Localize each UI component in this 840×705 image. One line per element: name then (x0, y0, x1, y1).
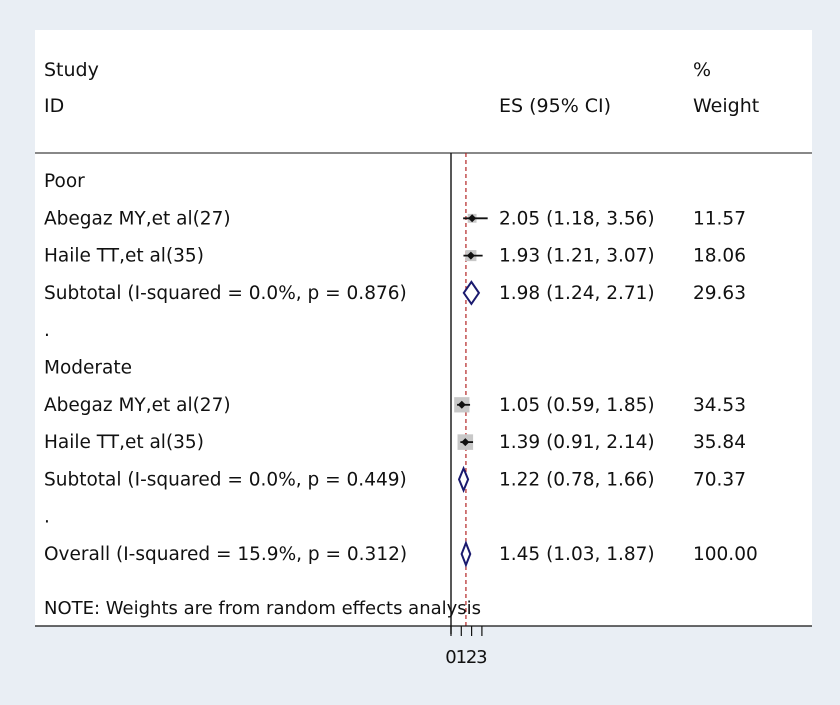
forest-row-study: Abegaz MY,et al(27) 1.05 (0.59, 1.85) 34.5… (44, 395, 746, 416)
forest-row-subtotal: Subtotal (I-squared = 0.0%, p = 0.876) 1.… (44, 280, 746, 306)
pooled-diamond (460, 540, 472, 568)
weight-text: 11.57 (693, 208, 746, 229)
weight-text: 29.63 (693, 283, 746, 304)
row-label: . (44, 507, 50, 528)
es-ci-text: 1.39 (0.91, 2.14) (499, 432, 655, 453)
row-label: Moderate (44, 358, 132, 379)
row-label: . (44, 320, 50, 341)
es-ci-text: 1.22 (0.78, 1.66) (499, 469, 655, 490)
row-label: Abegaz MY,et al(27) (44, 395, 231, 416)
header-weight-pct: % (693, 59, 711, 81)
x-tick-label: 2 (466, 647, 477, 668)
point-estimate-marker (466, 251, 475, 260)
forest-row-subtotal: Subtotal (I-squared = 0.0%, p = 0.449) 1.… (44, 465, 746, 494)
header-weight: Weight (693, 95, 759, 117)
es-ci-text: 1.98 (1.24, 2.71) (499, 283, 655, 304)
weight-text: 18.06 (693, 246, 746, 267)
x-tick-label: 0 (445, 647, 456, 668)
x-tick-label: 3 (476, 647, 487, 668)
row-label: Haile TT,et al(35) (44, 432, 204, 453)
row-label: Haile TT,et al(35) (44, 246, 204, 267)
forest-row-group: Poor (44, 171, 85, 192)
row-label: Subtotal (I-squared = 0.0%, p = 0.449) (44, 469, 407, 490)
weight-text: 35.84 (693, 432, 746, 453)
forest-row-overall: Overall (I-squared = 15.9%, p = 0.312) 1.… (44, 540, 758, 568)
row-label: Poor (44, 171, 85, 192)
es-ci-text: 2.05 (1.18, 3.56) (499, 208, 655, 229)
weight-text: 34.53 (693, 395, 746, 416)
header-id: ID (44, 95, 64, 117)
forest-row-study: Abegaz MY,et al(27) 2.05 (1.18, 3.56) 11.5… (44, 208, 746, 229)
plot-panel (35, 30, 812, 626)
es-ci-text: 1.93 (1.21, 3.07) (499, 246, 655, 267)
row-label: Subtotal (I-squared = 0.0%, p = 0.876) (44, 283, 407, 304)
forest-row-study: Haile TT,et al(35) 1.93 (1.21, 3.07) 18.06 (44, 246, 746, 267)
x-tick-label: 1 (456, 647, 467, 668)
point-estimate-marker (468, 214, 477, 223)
weight-text: 70.37 (693, 469, 746, 490)
pooled-diamond (462, 280, 481, 306)
note-text: NOTE: Weights are from random effects an… (44, 598, 481, 619)
point-estimate-marker (461, 438, 470, 447)
forest-row-spacer: . (44, 320, 50, 341)
header-es: ES (95% CI) (499, 95, 611, 117)
es-ci-text: 1.05 (0.59, 1.85) (499, 395, 655, 416)
row-label: Abegaz MY,et al(27) (44, 208, 231, 229)
weight-text: 100.00 (693, 544, 758, 565)
forest-row-spacer: . (44, 507, 50, 528)
row-label: Overall (I-squared = 15.9%, p = 0.312) (44, 544, 407, 565)
pooled-diamond (457, 465, 470, 494)
point-estimate-marker (457, 400, 466, 409)
header-study: Study (44, 59, 99, 81)
es-ci-text: 1.45 (1.03, 1.87) (499, 544, 655, 565)
forest-row-group: Moderate (44, 358, 132, 379)
forest-row-study: Haile TT,et al(35) 1.39 (0.91, 2.14) 35.84 (44, 432, 746, 453)
